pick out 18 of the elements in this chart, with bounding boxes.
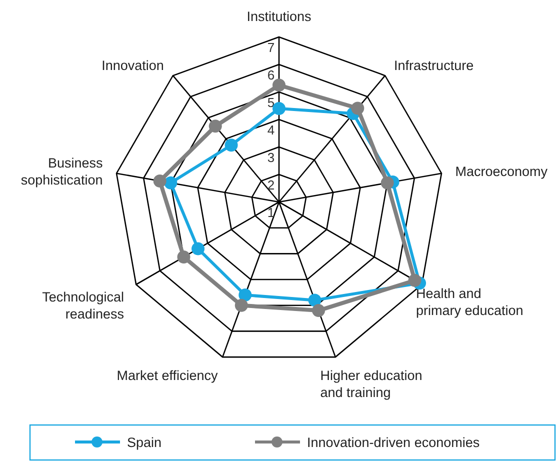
spoke-label: Technological readiness [42, 290, 124, 322]
spoke-label: Infrastructure [394, 58, 474, 73]
legend-label: Innovation-driven economies [307, 435, 480, 450]
spoke-label: Market efficiency [116, 368, 218, 384]
y-tick-label: 4 [267, 122, 275, 138]
y-tick-label: 5 [267, 95, 275, 110]
spoke-label: Health and primary education [416, 286, 524, 318]
y-tick-label: 2 [267, 178, 275, 192]
y-tick-label: 6 [267, 68, 275, 82]
spoke-label: Macroeconomy [455, 164, 548, 179]
spoke-label: Institutions [246, 9, 312, 24]
y-tick-label: 1 [267, 205, 275, 220]
legend-label: Spain [127, 435, 162, 450]
spoke-label: Higher education and training [320, 368, 422, 400]
y-tick-label: 3 [267, 150, 275, 165]
spoke-label: Innovation [102, 58, 164, 73]
y-tick-label: 7 [267, 40, 275, 55]
spoke-label: Business sophistication [20, 155, 103, 188]
